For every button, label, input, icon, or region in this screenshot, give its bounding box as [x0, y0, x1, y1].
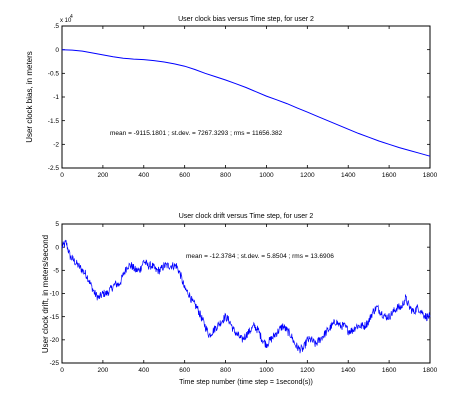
axes: 0 200 400 600 800 1000 1200 1400 1600 1800 5 0 -5 -10…	[50, 221, 438, 374]
plot-frame	[61, 25, 431, 169]
y-tick-label: -0.5	[48, 71, 60, 78]
stats-annotation: mean = -9115.1801 ; st.dev. = 7267.3293 …	[110, 130, 283, 137]
x-tick-label: 800	[220, 367, 231, 374]
x-tick-label: 400	[138, 172, 149, 179]
y-tick-label: -1.5	[48, 118, 60, 125]
series-group	[61, 239, 431, 354]
x-tick-label: 1000	[259, 367, 274, 374]
x-tick-label: 200	[97, 172, 108, 179]
x-tick-label: 0	[60, 172, 64, 179]
y-tick-label: -2.5	[48, 165, 60, 172]
x-tick-label: 600	[179, 367, 190, 374]
x-tick-label: 1400	[341, 367, 356, 374]
series-line	[61, 49, 431, 157]
x-tick-label: 600	[179, 172, 190, 179]
y-tick-label: .5	[54, 23, 60, 30]
series-line	[61, 239, 431, 354]
stats-annotation: mean = -12.3784 ; st.dev. = 5.8504 ; rms…	[186, 253, 334, 260]
y-tick-label: -5	[53, 268, 59, 275]
clock-bias-plot: User clock bias versus Time step, for us…	[25, 14, 438, 179]
x-tick-label: 400	[138, 367, 149, 374]
x-tick-label: 1000	[259, 172, 274, 179]
y-axis-label: User clock bias, in meters	[25, 51, 34, 143]
x-axis-label: Time step number (time step = 1second(s)…	[179, 379, 313, 386]
series-group	[61, 49, 431, 157]
axes: 0 200 400 600 800 1000 1200 1400 1600 1800 .5 0 -0.5…	[48, 23, 438, 179]
x-tick-label: 1600	[382, 172, 397, 179]
x-tick-label: 1800	[423, 367, 438, 374]
y-tick-label: 0	[55, 47, 59, 54]
plot-frame	[61, 223, 431, 364]
x-tick-label: 1600	[382, 367, 397, 374]
x-tick-label: 1800	[423, 172, 438, 179]
y-tick-label: -20	[50, 337, 60, 344]
chart-title: User clock bias versus Time step, for us…	[178, 16, 314, 23]
y-exponent-label: x 10	[60, 18, 72, 24]
x-tick-label: 0	[60, 367, 64, 374]
x-tick-label: 1400	[341, 172, 356, 179]
y-tick-label: 5	[55, 221, 59, 228]
clock-drift-plot: User clock drift versus Time step, for u…	[41, 213, 438, 386]
y-tick-label: -1	[53, 94, 59, 101]
y-tick-label: -25	[50, 360, 60, 367]
y-tick-label: -2	[53, 142, 59, 149]
x-tick-label: 1200	[300, 367, 315, 374]
chart-title: User clock drift versus Time step, for u…	[179, 213, 314, 220]
y-tick-label: -10	[50, 291, 60, 298]
y-tick-label: 0	[55, 244, 59, 251]
x-tick-label: 800	[220, 172, 231, 179]
y-exponent-power: 4	[70, 14, 73, 20]
y-axis-label: User clock drift, in meters/second	[41, 235, 50, 353]
y-tick-label: -15	[50, 314, 60, 321]
x-tick-label: 1200	[300, 172, 315, 179]
x-tick-label: 200	[97, 367, 108, 374]
